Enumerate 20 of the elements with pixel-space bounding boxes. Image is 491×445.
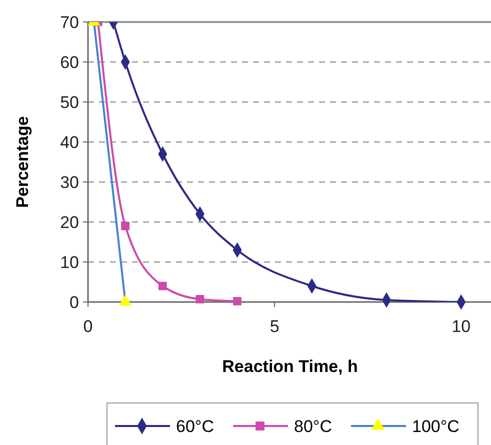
legend-label: 100°C [412,416,460,436]
y-axis-title: Percentage [13,116,32,208]
point [196,295,204,304]
y-tick-label: 20 [60,212,79,232]
point [158,282,167,290]
x-tick-label: 10 [452,317,471,336]
point [121,222,130,230]
y-tick-label: 10 [60,252,79,272]
legend-label: 80°C [294,416,332,436]
point [233,297,242,306]
y-tick-label: 60 [60,52,79,72]
y-tick-label: 40 [60,132,79,152]
x-tick-label: 5 [270,317,280,336]
x-axis-title: Reaction Time, h [222,357,358,376]
y-tick-label: 0 [70,292,79,312]
y-tick-label: 50 [60,92,79,112]
x-tick-label: 0 [83,317,93,336]
y-tick-label: 70 [60,12,79,32]
y-tick-label: 30 [60,172,79,192]
legend-label: 60°C [176,416,214,436]
